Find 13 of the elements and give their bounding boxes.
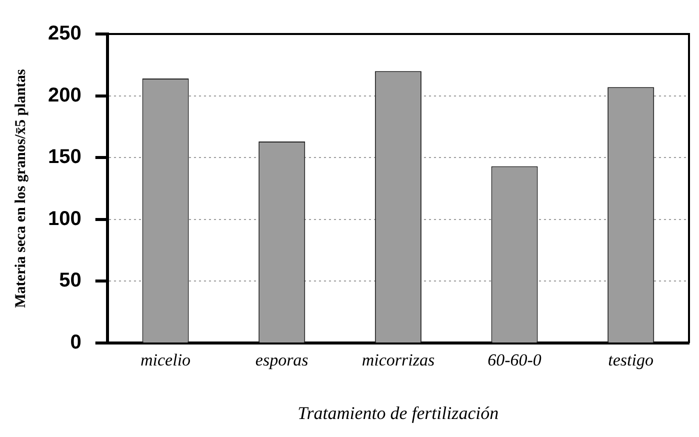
x-tick-label: micelio <box>140 350 191 370</box>
x-tick-label: 60-60-0 <box>488 350 542 370</box>
y-tick-label: 250 <box>48 22 82 45</box>
x-tick-label: testigo <box>608 350 654 370</box>
y-tick-label: 0 <box>70 332 82 354</box>
x-tick-label: esporas <box>255 350 309 370</box>
x-tick-label: micorrizas <box>362 350 435 370</box>
y-tick-label: 150 <box>48 146 82 168</box>
y-tick-label: 100 <box>48 208 82 230</box>
y-tick-label: 200 <box>48 84 82 106</box>
y-axis-title: Materia seca en los granos/x̄5 plantas <box>12 68 29 308</box>
y-tick-label: 50 <box>59 270 82 292</box>
x-axis-title: Tratamiento de fertilización <box>298 402 499 423</box>
